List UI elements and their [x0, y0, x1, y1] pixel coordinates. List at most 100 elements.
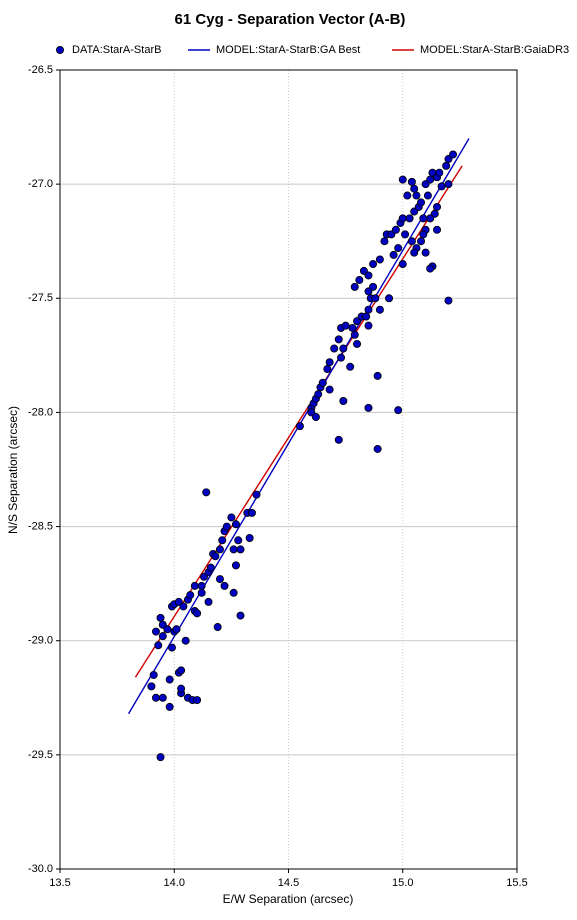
data-point	[190, 581, 199, 590]
data-point	[407, 177, 416, 186]
x-axis-label: E/W Separation (arcsec)	[223, 892, 354, 906]
data-point	[426, 214, 435, 223]
data-point	[364, 287, 373, 296]
data-point	[211, 552, 220, 561]
data-point	[350, 282, 359, 291]
legend-marker	[56, 46, 65, 55]
x-tick-label: 13.5	[49, 877, 70, 889]
data-point	[362, 312, 371, 321]
data-point	[449, 150, 458, 159]
data-point	[245, 533, 254, 542]
data-point	[398, 260, 407, 269]
data-point	[167, 643, 176, 652]
data-point	[403, 191, 412, 200]
data-point	[364, 271, 373, 280]
data-point	[337, 353, 346, 362]
data-point	[394, 406, 403, 415]
data-point	[346, 362, 355, 371]
data-point	[421, 248, 430, 257]
data-point	[437, 182, 446, 191]
data-point	[218, 536, 227, 545]
data-point	[391, 225, 400, 234]
data-point	[172, 625, 181, 634]
data-point	[423, 191, 432, 200]
data-point	[364, 403, 373, 412]
data-point	[154, 641, 163, 650]
data-point	[407, 237, 416, 246]
y-tick-label: -30.0	[28, 863, 53, 875]
data-point	[341, 321, 350, 330]
chart-title: 61 Cyg - Separation Vector (A-B)	[175, 11, 406, 28]
data-point	[394, 244, 403, 253]
data-point	[433, 225, 442, 234]
data-point	[389, 250, 398, 259]
y-tick-label: -28.0	[28, 406, 53, 418]
data-point	[380, 237, 389, 246]
data-point	[334, 435, 343, 444]
data-point	[151, 627, 160, 636]
data-point	[165, 702, 174, 711]
data-point	[181, 636, 190, 645]
data-point	[355, 276, 364, 285]
data-point	[311, 412, 320, 421]
data-point	[158, 632, 167, 641]
data-point	[426, 175, 435, 184]
y-tick-label: -29.0	[28, 635, 53, 647]
data-point	[156, 753, 165, 762]
data-point	[229, 545, 238, 554]
data-point	[158, 693, 167, 702]
data-point	[417, 237, 426, 246]
data-point	[419, 214, 428, 223]
data-point	[412, 191, 421, 200]
data-point	[330, 344, 339, 353]
data-point	[202, 488, 211, 497]
data-point	[419, 230, 428, 239]
data-point	[350, 330, 359, 339]
data-point	[295, 422, 304, 431]
data-point	[149, 670, 158, 679]
data-point	[410, 248, 419, 257]
data-point	[385, 294, 394, 303]
data-point	[193, 609, 202, 618]
data-point	[433, 202, 442, 211]
data-point	[231, 561, 240, 570]
data-point	[334, 335, 343, 344]
plot-frame	[59, 69, 518, 870]
y-tick-label: -26.5	[28, 64, 53, 76]
y-tick-label: -27.0	[28, 178, 53, 190]
data-point	[442, 161, 451, 170]
data-point	[163, 625, 172, 634]
data-point	[177, 666, 186, 675]
data-point	[220, 581, 229, 590]
data-point	[325, 358, 334, 367]
data-point	[156, 613, 165, 622]
y-tick-label: -27.5	[28, 292, 53, 304]
data-point	[204, 597, 213, 606]
data-point	[206, 563, 215, 572]
data-point	[373, 371, 382, 380]
data-point	[401, 230, 410, 239]
data-point	[426, 264, 435, 273]
data-point	[405, 214, 414, 223]
data-point	[165, 675, 174, 684]
data-point	[371, 294, 380, 303]
x-tick-label: 14.0	[164, 877, 185, 889]
y-tick-label: -28.5	[28, 520, 53, 532]
legend-label: DATA:StarA-StarB	[72, 44, 161, 56]
data-point	[197, 581, 206, 590]
legend-label: MODEL:StarA-StarB:GA Best	[216, 44, 360, 56]
data-point	[398, 175, 407, 184]
data-point	[339, 397, 348, 406]
data-point	[444, 180, 453, 189]
data-point	[236, 611, 245, 620]
x-tick-label: 15.0	[392, 877, 413, 889]
data-point	[252, 490, 261, 499]
data-point	[179, 602, 188, 611]
data-point	[410, 184, 419, 193]
data-point	[193, 696, 202, 705]
data-point	[435, 168, 444, 177]
data-point	[186, 591, 195, 600]
data-point	[375, 255, 384, 264]
